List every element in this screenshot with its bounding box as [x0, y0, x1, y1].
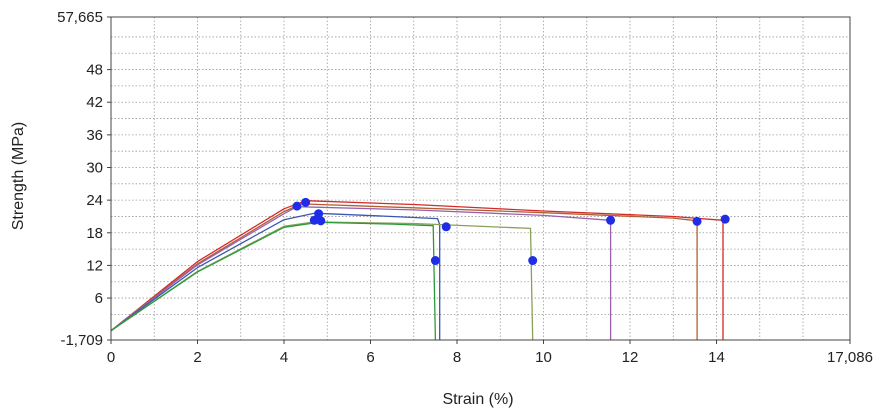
x-tick-label: 4: [280, 349, 288, 366]
data-point-marker: [316, 216, 326, 226]
x-tick-label: 10: [535, 349, 552, 366]
y-tick-label: 18: [86, 225, 103, 242]
y-axis-label: Strength (MPa): [10, 122, 27, 230]
data-point-marker: [528, 256, 538, 266]
y-tick-label: 6: [95, 290, 103, 307]
series-line-3: [110, 206, 612, 340]
x-tick-label: 12: [622, 349, 639, 366]
y-tick-label: 36: [86, 127, 103, 144]
x-tick-label: 6: [366, 349, 374, 366]
y-axis-ticks: -1,709 6 12 18 24 30 36 42 48 57,665: [57, 9, 111, 349]
x-axis-label: Strain (%): [442, 391, 513, 408]
y-tick-label: 48: [86, 62, 103, 79]
marker-layer: [292, 197, 730, 266]
series-line-2: [110, 203, 698, 340]
y-tick-label: -1,709: [60, 332, 103, 349]
data-point-marker: [720, 214, 730, 224]
plot-frame: [110, 16, 851, 341]
x-tick-label: 2: [193, 349, 201, 366]
data-point-marker: [301, 197, 311, 207]
data-point-marker: [309, 215, 319, 225]
x-tick-label: 14: [708, 349, 725, 366]
data-point-marker: [692, 216, 702, 226]
data-point-marker: [441, 222, 451, 232]
y-tick-label: 30: [86, 160, 103, 177]
x-axis-ticks: 0 2 4 6 8 10 12 14 17,086: [107, 340, 873, 366]
x-tick-label: 8: [453, 349, 461, 366]
data-point-marker: [314, 209, 324, 219]
x-tick-label: 0: [107, 349, 115, 366]
y-tick-label: 42: [86, 94, 103, 111]
y-tick-label: 24: [86, 192, 103, 209]
series-line-1: [110, 200, 724, 340]
data-point-marker: [292, 201, 302, 211]
series-line-4: [110, 212, 441, 340]
chart-grid: [111, 17, 850, 340]
data-point-marker: [606, 215, 616, 225]
y-tick-label: 57,665: [57, 9, 103, 26]
y-tick-label: 12: [86, 257, 103, 274]
x-tick-label: 17,086: [827, 349, 873, 366]
data-point-marker: [430, 256, 440, 266]
